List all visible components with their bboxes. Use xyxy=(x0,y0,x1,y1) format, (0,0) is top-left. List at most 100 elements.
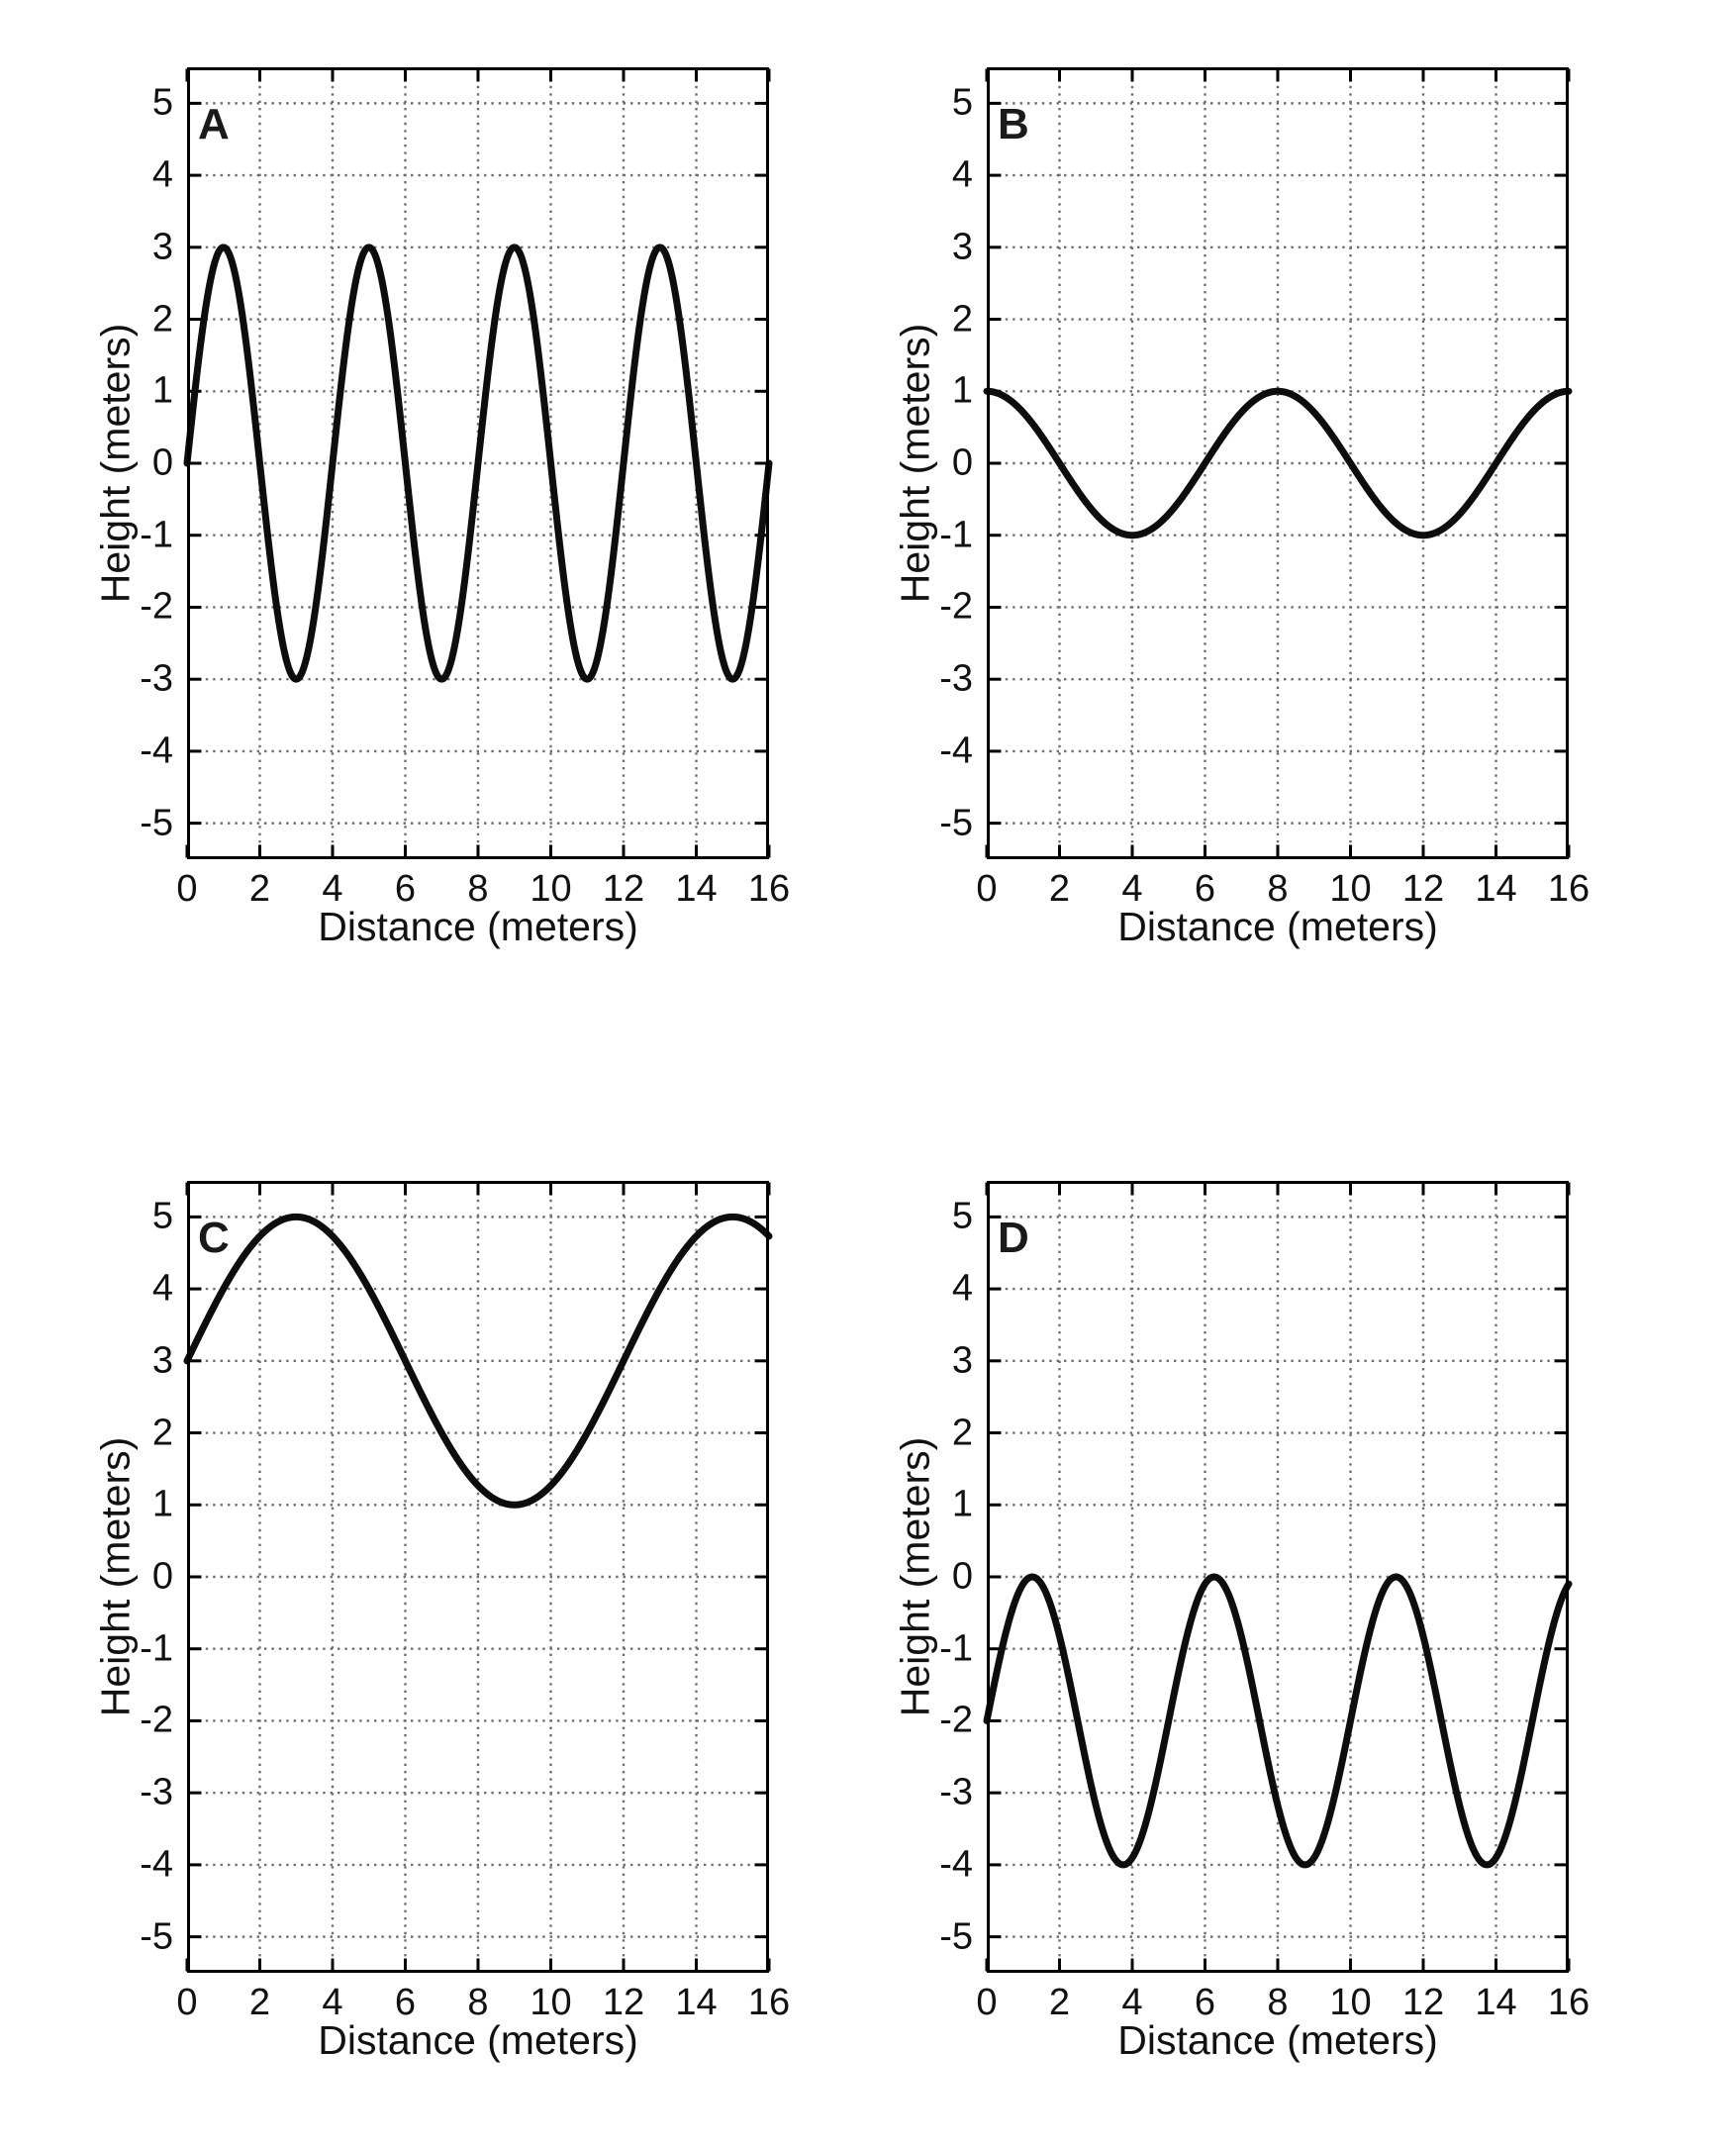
y-tick-label: -5 xyxy=(939,802,973,844)
y-tick-label: 3 xyxy=(951,1339,973,1382)
y-tick-label: -3 xyxy=(140,1771,173,1813)
y-tick-label: 0 xyxy=(151,1555,173,1598)
y-tick-label: -3 xyxy=(939,657,973,700)
panel-label: D xyxy=(998,1214,1029,1262)
y-tick-label: 4 xyxy=(951,1267,973,1310)
y-tick-label: -4 xyxy=(939,1843,973,1886)
x-tick-label: 2 xyxy=(1048,1982,1071,2023)
y-tick-label: 4 xyxy=(151,153,173,196)
plot-area xyxy=(183,67,773,859)
y-tick-label: -3 xyxy=(140,657,173,700)
y-tick-label: -2 xyxy=(140,1699,173,1741)
y-tick-label: 2 xyxy=(951,1412,973,1454)
x-tick-label: 0 xyxy=(976,868,998,910)
y-tick-label: 4 xyxy=(151,1267,173,1310)
x-tick-label: 4 xyxy=(1121,868,1143,910)
y-tick-label: -3 xyxy=(939,1771,973,1813)
plot-area xyxy=(983,1181,1573,1973)
y-tick-label: -1 xyxy=(140,1627,173,1670)
y-tick-label: 3 xyxy=(151,1339,173,1382)
x-tick-label: 10 xyxy=(530,1982,572,2023)
x-tick-label: 16 xyxy=(747,1982,791,2023)
y-tick-label: 3 xyxy=(151,226,173,268)
axis-frame xyxy=(987,67,1569,859)
x-tick-label: 4 xyxy=(1121,1982,1143,2023)
x-tick-label: 0 xyxy=(176,1982,198,2023)
y-tick-label: 1 xyxy=(151,1483,173,1525)
x-tick-label: 12 xyxy=(1401,1982,1445,2023)
x-axis-title: Distance (meters) xyxy=(1117,904,1438,949)
x-tick-label: 14 xyxy=(675,868,718,910)
wave-curve xyxy=(983,1573,1573,1869)
y-tick-label: 1 xyxy=(151,369,173,412)
y-tick-label: -2 xyxy=(939,585,973,628)
x-axis-title: Distance (meters) xyxy=(1117,2017,1438,2063)
y-tick-label: 3 xyxy=(951,226,973,268)
y-tick-label: 4 xyxy=(951,153,973,196)
y-tick-label: 1 xyxy=(951,369,973,412)
x-tick-label: 16 xyxy=(1547,1982,1591,2023)
y-tick-label: 5 xyxy=(151,81,173,124)
x-tick-label: 6 xyxy=(1194,1982,1216,2023)
panel-label: A xyxy=(198,100,230,148)
y-tick-label: -2 xyxy=(140,585,173,628)
plot-svg xyxy=(983,67,1573,859)
x-tick-label: 6 xyxy=(1194,868,1216,910)
y-tick-label: 5 xyxy=(951,1195,973,1237)
y-tick-label: -2 xyxy=(939,1699,973,1741)
x-tick-label: 4 xyxy=(322,1982,343,2023)
y-tick-label: 2 xyxy=(151,1412,173,1454)
x-tick-label: 2 xyxy=(248,868,271,910)
y-tick-labels: 5 4 3 2 1 0 -1 -2 -3 -4 -5 xyxy=(74,67,173,859)
x-tick-label: 14 xyxy=(1475,1982,1517,2023)
x-tick-label: 2 xyxy=(1048,868,1071,910)
x-tick-label: 10 xyxy=(1329,868,1372,910)
y-tick-labels: 5 4 3 2 1 0 -1 -2 -3 -4 -5 xyxy=(74,1181,173,1973)
x-tick-labels: 0 2 4 6 8 10 12 14 16 xyxy=(176,859,790,919)
y-tick-label: -5 xyxy=(939,1915,973,1958)
x-axis-title: Distance (meters) xyxy=(318,904,638,949)
y-tick-label: -4 xyxy=(140,730,173,772)
y-tick-label: -1 xyxy=(939,514,973,556)
plot-area xyxy=(983,67,1573,859)
y-tick-label: -4 xyxy=(140,1843,173,1886)
y-tick-label: 2 xyxy=(951,298,973,341)
x-tick-labels: 0 2 4 6 8 10 12 14 16 xyxy=(176,1973,790,2032)
x-tick-label: 0 xyxy=(976,1982,998,2023)
panel-label: B xyxy=(998,100,1029,148)
x-tick-labels: 0 2 4 6 8 10 12 14 16 xyxy=(976,1973,1590,2032)
plot-area xyxy=(183,1181,773,1973)
y-tick-label: -1 xyxy=(939,1627,973,1670)
x-tick-labels: 0 2 4 6 8 10 12 14 16 xyxy=(976,859,1590,919)
x-tick-label: 12 xyxy=(1401,868,1445,910)
panel-label: C xyxy=(198,1214,230,1262)
wave-curve xyxy=(183,1213,773,1509)
x-tick-label: 6 xyxy=(394,1982,417,2023)
y-tick-label: -1 xyxy=(140,514,173,556)
x-tick-label: 16 xyxy=(1547,868,1591,910)
y-tick-label: 0 xyxy=(951,441,973,484)
x-tick-label: 14 xyxy=(1475,868,1517,910)
x-tick-label: 0 xyxy=(176,868,198,910)
x-tick-label: 10 xyxy=(530,868,572,910)
x-tick-label: 8 xyxy=(1267,1982,1289,2023)
y-tick-label: -5 xyxy=(140,1915,173,1958)
x-tick-label: 4 xyxy=(322,868,343,910)
axis-frame xyxy=(187,67,769,859)
wave-curve xyxy=(983,387,1573,539)
y-tick-labels: 5 4 3 2 1 0 -1 -2 -3 -4 -5 xyxy=(874,67,973,859)
y-tick-label: 1 xyxy=(951,1483,973,1525)
y-tick-label: -4 xyxy=(939,730,973,772)
x-tick-label: 8 xyxy=(467,868,489,910)
plot-svg xyxy=(183,1181,773,1973)
x-tick-label: 16 xyxy=(747,868,791,910)
y-tick-label: 5 xyxy=(951,81,973,124)
x-tick-label: 12 xyxy=(602,868,645,910)
y-tick-label: 5 xyxy=(151,1195,173,1237)
wave-curve xyxy=(183,244,773,683)
